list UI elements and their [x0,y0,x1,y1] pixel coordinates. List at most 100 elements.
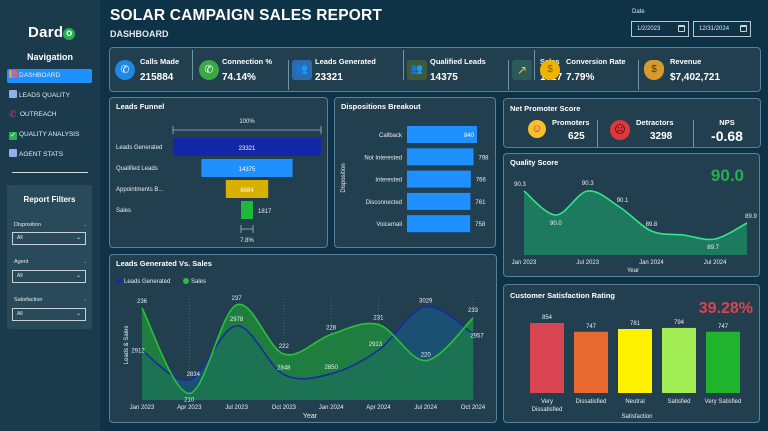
satisfaction-value-label: 747 [586,324,597,330]
x-tick-label: Jul 2024 [414,405,437,411]
funnel-bottom-annotation: 7.8% [240,238,254,244]
kpi-label: Calls Made [140,57,180,66]
end-date-input[interactable]: 12/31/2024 [693,21,751,37]
funnel-top-annotation: 100% [239,119,255,125]
nav-label: LEADS QUALITY [19,92,70,99]
kpi-connection: ✆ Connection % 74.14% [194,48,284,92]
start-date-input[interactable]: 1/2/2023 [631,21,689,37]
kpi-divider [638,60,639,90]
kpi-label: Leads Generated [315,57,376,66]
satisfaction-category-label: Dissatisfied [576,399,607,405]
satisfaction-label: Satisfaction [14,297,43,303]
x-tick-label: Jan 2024 [319,405,344,411]
sidebar-item-dashboard[interactable]: DASHBOARD [7,69,92,83]
leads-data-label: 2913 [369,342,383,348]
satisfaction-bar [706,331,740,393]
funnel-bar [173,138,321,156]
funnel-value-label: 14375 [239,167,256,173]
detractors-value: 3298 [650,131,673,142]
quality-data-label: 89.9 [745,214,757,220]
sidebar: Dard o Navigation DASHBOARD LEADS QUALITY… [0,0,100,431]
page-title: SOLAR CAMPAIGN SALES REPORT [110,7,383,24]
satisfaction-category-label: Neutral [625,399,644,405]
funnel-category-label: Sales [116,208,131,214]
sidebar-item-quality-analysis[interactable]: ✓ QUALITY ANALYSIS [7,128,92,142]
kpi-conversion-rate: $ Conversion Rate 7.79% [536,48,638,92]
disposition-value-label: 761 [475,200,486,206]
satisfaction-select[interactable]: All ⌄ [12,308,86,321]
x-axis-label: Year [627,268,639,274]
chevron-down-icon: ⌄ [83,222,88,228]
disposition-bar [407,170,471,188]
x-tick-label: Jul 2023 [225,405,248,411]
kpi-label: Revenue [670,57,702,66]
satisfaction-value: All [17,311,23,317]
navigation-title: Navigation [26,52,73,62]
start-date-value: 1/2/2023 [637,26,661,32]
page-subtitle: DASHBOARD [110,29,169,39]
kpi-value: $7,402,721 [670,72,721,83]
sales-data-label: 236 [137,299,148,305]
disposition-select[interactable]: All ⌄ [12,232,86,245]
leads-data-label: 2978 [230,317,244,323]
disposition-category-label: Callback [379,133,403,139]
kpi-divider [534,50,535,80]
kpi-value: 215884 [140,72,174,83]
logo: Dard o [28,24,76,41]
funnel-value-label: 6684 [240,188,254,194]
nav-label: QUALITY ANALYSIS [19,131,80,138]
nps-divider [693,120,694,148]
sidebar-item-agent-stats[interactable]: AGENT STATS [7,148,92,162]
sales-data-label: 220 [421,353,432,359]
sidebar-divider [12,172,88,173]
kpi-bar: ✆ Calls Made 215884 ✆ Connection % 74.14… [109,47,761,92]
satisfaction-rate-value: 39.28% [698,300,753,317]
leads-data-label: 2957 [470,334,484,340]
nps-divider [597,120,598,148]
sales-data-label: 231 [373,316,384,322]
quality-area [524,190,747,255]
quality-data-label: 90.3 [582,181,594,187]
phone-icon: ✆ [115,60,135,80]
promoters-value: 625 [568,131,585,142]
agent-value: All [17,273,23,279]
panel-title: Customer Satisfaction Rating [510,291,616,300]
panel-title: Net Promoter Score [510,104,581,113]
disposition-bar [407,192,471,210]
funnel-category-label: Appointments B... [116,187,164,193]
calendar-icon[interactable] [678,25,685,32]
satisfaction-category-label: Very Satisfied [705,399,742,405]
phone-icon: ✆ [9,109,17,119]
sidebar-item-leads-quality[interactable]: LEADS QUALITY [7,89,92,103]
x-tick-label: Jan 2024 [639,260,664,266]
quality-data-label: 90.0 [550,221,562,227]
kpi-leads-generated: 👥 Leads Generated 23321 [290,48,402,92]
happy-face-icon: ☺ [528,120,546,138]
sidebar-item-outreach[interactable]: ✆ OUTREACH [7,108,92,122]
satisfaction-bar [530,323,564,393]
chevron-down-icon: ⌄ [75,273,81,279]
quality-score-chart: 90.3 90.0 90.3 90.1 89.8 89.7 89.9 Jan 2023 Jul … [512,181,758,274]
satisfaction-value-label: 854 [542,315,553,321]
funnel-bar [201,159,293,177]
chart-icon [9,149,17,157]
funnel-value-label: 23321 [239,146,256,152]
nps-label: NPS [719,118,735,127]
disposition-bar [407,126,477,143]
nav-label: OUTREACH [20,111,57,118]
leads-vs-sales-chart: Leads Generated Sales Leads & Sales 2912 283… [116,278,486,420]
legend-marker [183,278,189,284]
leads-vs-sales-panel: Leads Generated Vs. Sales Leads Generate… [109,254,497,423]
customer-satisfaction-panel: Customer Satisfaction Rating 39.28% 854 V… [503,284,760,423]
nav-label: DASHBOARD [19,72,61,79]
calendar-icon[interactable] [740,25,747,32]
kpi-divider [192,50,193,80]
x-tick-label: Apr 2023 [177,405,202,411]
disposition-value-label: 758 [475,222,486,228]
x-tick-label: Jan 2023 [130,405,155,411]
nav-label: AGENT STATS [19,151,64,158]
leads-data-label: 2834 [187,372,201,378]
satisfaction-bar [662,327,696,393]
angry-face-icon: ☹ [610,120,630,140]
agent-select[interactable]: All ⌄ [12,270,86,283]
